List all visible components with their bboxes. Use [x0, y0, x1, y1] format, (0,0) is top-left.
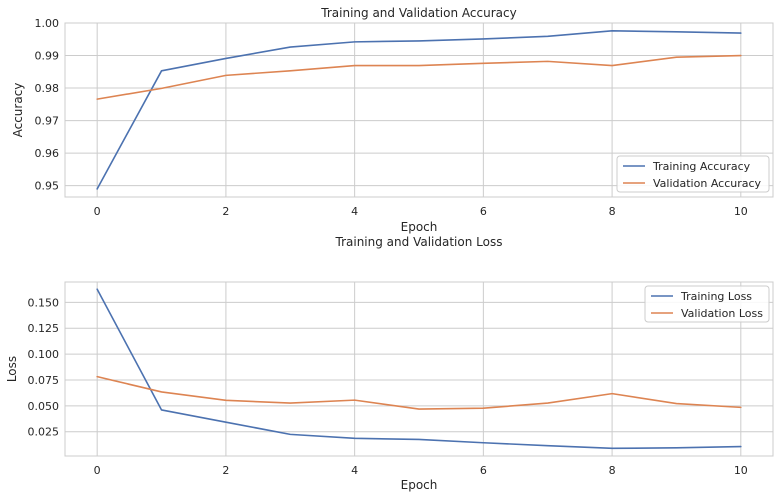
training-accuracy-line — [96, 30, 742, 190]
accuracy-chart-title: Training and Validation Accuracy — [320, 6, 516, 20]
loss-x-tick-label: 6 — [480, 464, 487, 477]
accuracy-x-tick-label: 6 — [480, 205, 487, 218]
validation-loss-line — [96, 375, 742, 410]
loss-x-tick-label: 10 — [734, 464, 748, 477]
training-loss-legend-label: Training Loss — [680, 290, 752, 303]
validation-accuracy-legend-label: Validation Accuracy — [653, 177, 762, 190]
loss-x-tick-label: 0 — [94, 464, 101, 477]
loss-x-axis-label: Epoch — [401, 478, 438, 492]
loss-x-tick-label: 8 — [609, 464, 616, 477]
accuracy-x-tick-label: 2 — [222, 205, 229, 218]
training-loss-line — [96, 288, 742, 450]
accuracy-y-tick-label: 0.96 — [35, 147, 60, 160]
accuracy-y-tick-label: 1.00 — [35, 17, 60, 30]
accuracy-legend-box — [616, 155, 770, 193]
loss-y-axis-label: Loss — [5, 356, 19, 382]
accuracy-y-tick-label: 0.97 — [35, 115, 60, 128]
accuracy-x-tick-label: 0 — [94, 205, 101, 218]
accuracy-x-axis-label: Epoch — [401, 220, 438, 234]
loss-x-tick-label: 4 — [351, 464, 358, 477]
loss-legend-box — [644, 285, 770, 323]
accuracy-y-tick-label: 0.99 — [35, 50, 60, 63]
loss-y-tick-label: 0.125 — [28, 322, 60, 335]
accuracy-axes-frame — [64, 22, 774, 198]
loss-y-tick-label: 0.025 — [28, 426, 60, 439]
training-accuracy-legend-label: Training Accuracy — [652, 160, 751, 173]
loss-y-tick-label: 0.050 — [28, 400, 60, 413]
loss-y-tick-label: 0.150 — [28, 296, 60, 309]
accuracy-x-tick-label: 8 — [609, 205, 616, 218]
accuracy-y-axis-label: Accuracy — [11, 83, 25, 138]
accuracy-x-tick-label: 10 — [734, 205, 748, 218]
loss-chart: 0 2 4 6 8 10 0.025 0.050 0.075 0.100 0.125 0.150 Tra… — [5, 235, 774, 492]
accuracy-x-tick-label: 4 — [351, 205, 358, 218]
loss-y-tick-label: 0.075 — [28, 374, 60, 387]
accuracy-y-tick-label: 0.95 — [35, 180, 60, 193]
accuracy-chart: 0 2 4 6 8 10 0.95 0.96 0.97 0.98 0.99 1.00 Training … — [11, 6, 774, 234]
validation-accuracy-line — [96, 54, 742, 100]
accuracy-y-tick-label: 0.98 — [35, 82, 60, 95]
loss-axes-frame — [64, 281, 774, 457]
validation-loss-legend-label: Validation Loss — [681, 307, 763, 320]
loss-y-tick-label: 0.100 — [28, 348, 60, 361]
loss-chart-title: Training and Validation Loss — [335, 235, 503, 249]
loss-x-tick-label: 2 — [222, 464, 229, 477]
